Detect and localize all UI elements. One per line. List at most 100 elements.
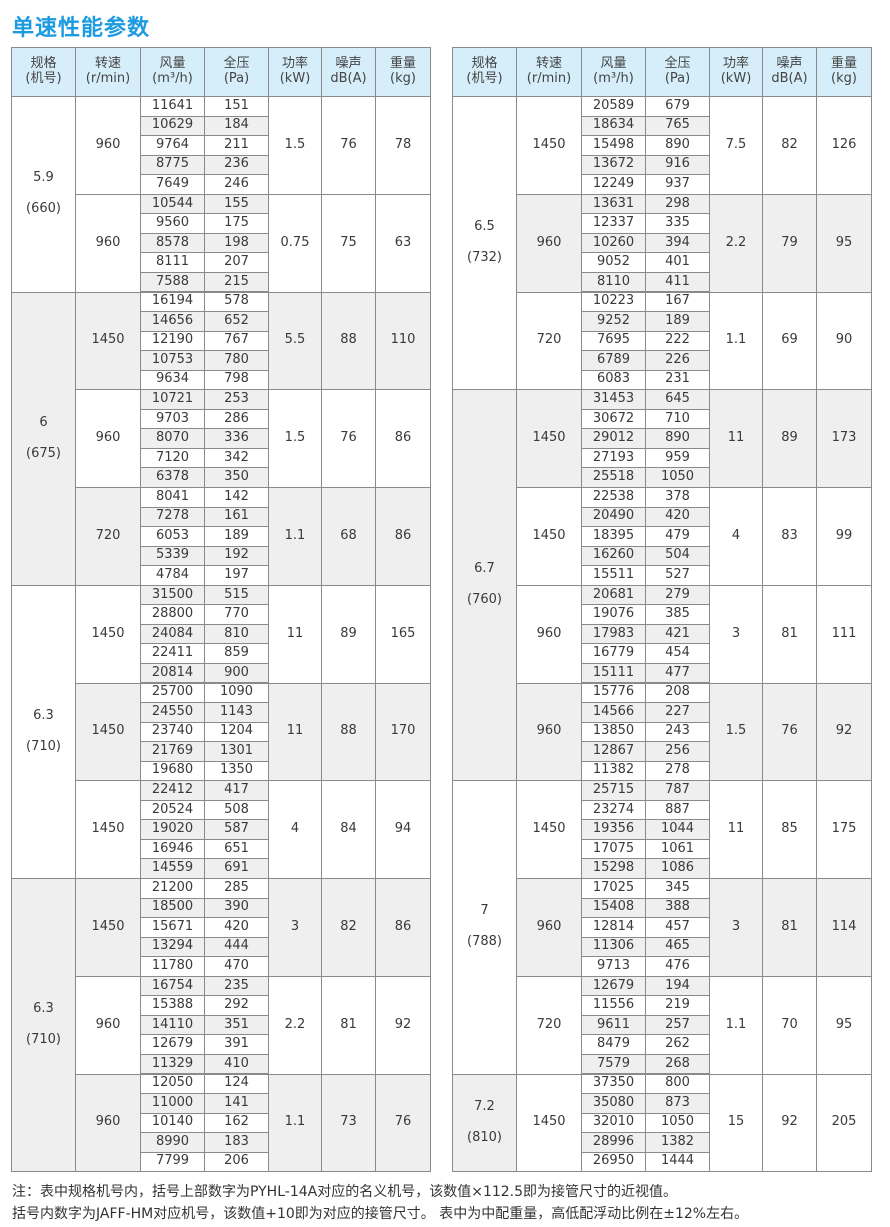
pressure-cell: 1086 <box>645 858 710 879</box>
spec-code: (710) <box>26 1032 61 1048</box>
header-flow: 风量 (m³/h) <box>581 47 646 97</box>
pressure-cell: 151 <box>204 96 269 117</box>
header-weight-line1: 重量 <box>830 56 857 72</box>
pressure-cell: 470 <box>204 956 269 977</box>
spec-spec: 7 <box>480 903 489 919</box>
pressure-cell: 873 <box>645 1093 710 1114</box>
flow-cell: 27193 <box>581 447 646 469</box>
pressure-cell: 780 <box>204 350 269 371</box>
pressure-cell: 420 <box>204 917 269 938</box>
header-weight-line2: (kg) <box>831 71 857 86</box>
speed-cell: 1450 <box>75 878 141 977</box>
flow-cell: 11556 <box>581 995 646 1016</box>
flow-cell: 17075 <box>581 838 646 860</box>
flow-cell: 14656 <box>140 311 205 332</box>
power-cell: 2.2 <box>268 975 322 1075</box>
noise-cell: 84 <box>321 780 376 879</box>
speed-cell: 960 <box>75 193 141 293</box>
pressure-cell: 679 <box>645 96 710 117</box>
pressure-cell: 189 <box>645 311 710 332</box>
flow-cell: 12050 <box>140 1073 205 1095</box>
spec-code: (810) <box>467 1129 502 1145</box>
flow-cell: 15498 <box>581 135 646 156</box>
pressure-cell: 454 <box>645 643 710 664</box>
spec-spec: 5.9 <box>33 170 54 186</box>
pressure-cell: 420 <box>645 506 710 528</box>
spec-spec: 6.3 <box>33 707 54 723</box>
flow-cell: 19076 <box>581 604 646 625</box>
header-pressure-line2: (Pa) <box>664 71 691 86</box>
speed-cell: 1450 <box>516 487 582 586</box>
flow-cell: 6789 <box>581 350 646 371</box>
pressure-cell: 336 <box>204 428 269 449</box>
pressure-cell: 1301 <box>204 741 269 762</box>
pressure-cell: 767 <box>204 330 269 352</box>
pressure-cell: 226 <box>645 350 710 371</box>
speed-cell: 960 <box>516 584 582 684</box>
flow-cell: 20814 <box>140 662 205 684</box>
spec-code: (732) <box>467 250 502 266</box>
pressure-cell: 401 <box>645 252 710 273</box>
flow-cell: 8578 <box>140 232 205 254</box>
flow-cell: 18500 <box>140 897 205 919</box>
power-cell: 1.1 <box>268 1073 322 1173</box>
page-title: 单速性能参数 <box>12 16 151 41</box>
flow-cell: 18634 <box>581 115 646 137</box>
power-cell: 11 <box>268 682 322 782</box>
power-cell: 1.5 <box>268 96 322 195</box>
spec-spec: 6.7 <box>474 561 495 577</box>
flow-cell: 15408 <box>581 897 646 919</box>
header-pressure-line1: 全压 <box>664 56 691 72</box>
flow-cell: 6053 <box>140 526 205 547</box>
pressure-cell: 155 <box>204 193 269 215</box>
pressure-cell: 351 <box>204 1014 269 1036</box>
header-noise-line1: 噪声 <box>776 56 803 72</box>
pressure-cell: 1050 <box>645 467 710 488</box>
pressure-cell: 504 <box>645 545 710 567</box>
spec-spec: 6 <box>39 414 48 430</box>
pressure-cell: 142 <box>204 487 269 508</box>
weight-cell: 126 <box>816 96 872 195</box>
speed-cell: 1450 <box>516 389 582 488</box>
weight-cell: 95 <box>816 975 872 1075</box>
noise-cell: 88 <box>321 291 376 391</box>
header-weight-line1: 重量 <box>389 56 416 72</box>
flow-cell: 14559 <box>140 858 205 879</box>
flow-cell: 14110 <box>140 1014 205 1036</box>
header-weight-line2: (kg) <box>390 71 416 86</box>
pressure-cell: 256 <box>645 741 710 762</box>
pressure-cell: 937 <box>645 174 710 195</box>
header-noise: 噪声 dB(A) <box>321 47 376 97</box>
noise-cell: 81 <box>762 584 817 684</box>
spec-code: (710) <box>26 738 61 754</box>
flow-cell: 19680 <box>140 760 205 782</box>
pressure-cell: 207 <box>204 252 269 273</box>
flow-cell: 16754 <box>140 975 205 997</box>
flow-cell: 30672 <box>581 408 646 430</box>
flow-cell: 19356 <box>581 819 646 840</box>
pressure-cell: 192 <box>204 545 269 567</box>
power-cell: 3 <box>709 584 763 684</box>
flow-cell: 5339 <box>140 545 205 567</box>
flow-cell: 24084 <box>140 623 205 645</box>
flow-cell: 12190 <box>140 330 205 352</box>
pressure-cell: 444 <box>204 936 269 958</box>
flow-cell: 13850 <box>581 721 646 743</box>
flow-cell: 12337 <box>581 213 646 234</box>
spec-spec: 6.5 <box>474 219 495 235</box>
flow-cell: 7695 <box>581 330 646 352</box>
power-cell: 15 <box>709 1073 763 1173</box>
header-spec-line2: (机号) <box>466 71 503 86</box>
flow-cell: 31453 <box>581 389 646 410</box>
pressure-cell: 691 <box>204 858 269 879</box>
flow-cell: 7278 <box>140 506 205 528</box>
pressure-cell: 184 <box>204 115 269 137</box>
flow-cell: 10260 <box>581 232 646 254</box>
flow-cell: 6378 <box>140 467 205 488</box>
flow-cell: 35080 <box>581 1093 646 1114</box>
flow-cell: 9634 <box>140 369 205 391</box>
pressure-cell: 243 <box>645 721 710 743</box>
flow-cell: 13672 <box>581 154 646 176</box>
spec-code: (675) <box>26 445 61 461</box>
pressure-cell: 787 <box>645 780 710 801</box>
